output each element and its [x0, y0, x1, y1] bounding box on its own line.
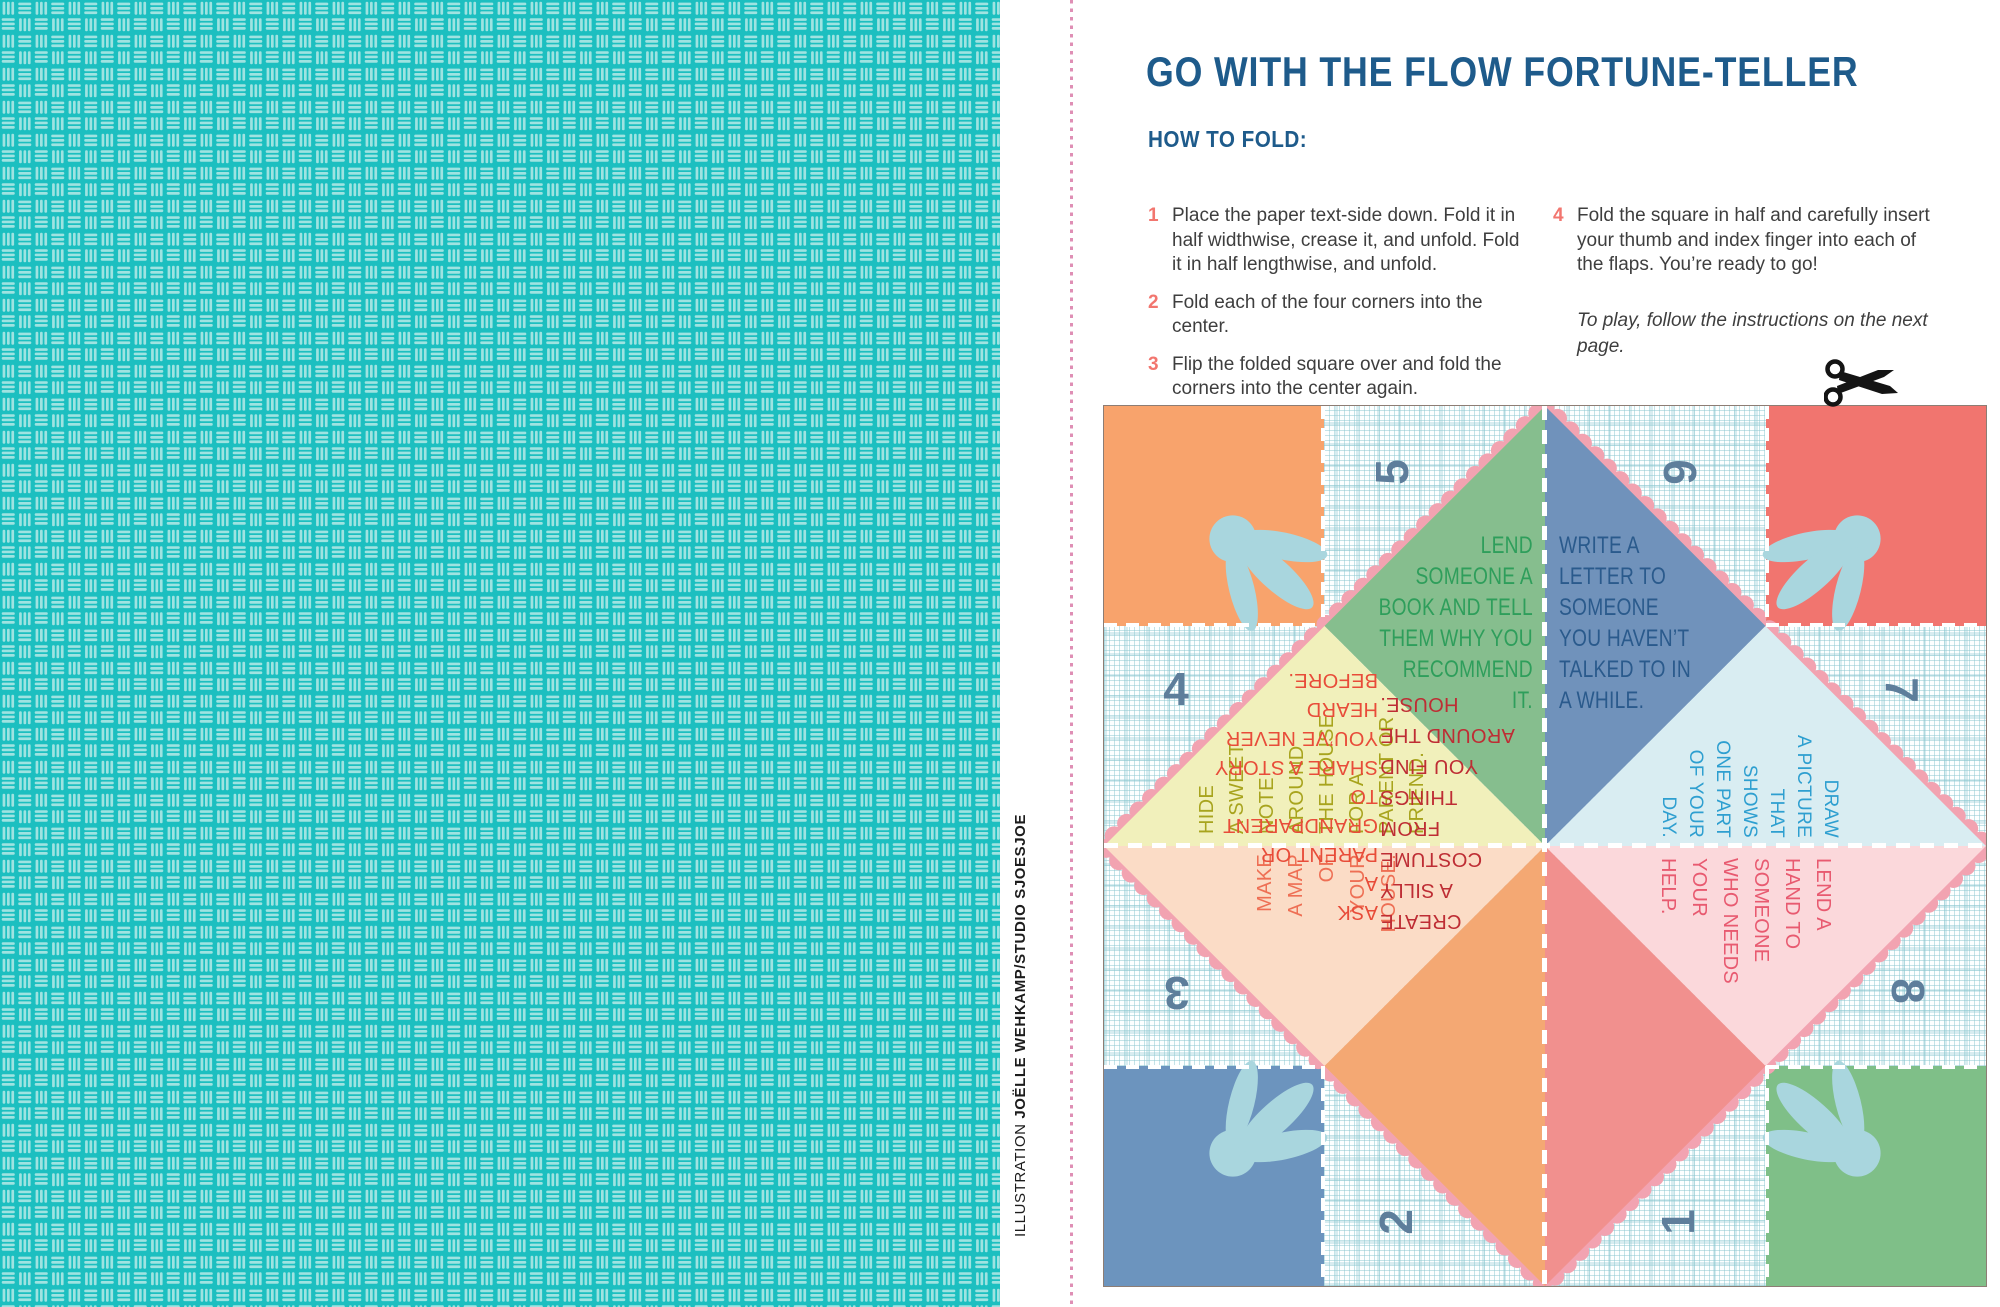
fortune-teller-graphic: [1104, 406, 1986, 1286]
flap-number-8: 8: [1882, 978, 1934, 1004]
fold-dash: [1104, 1065, 1324, 1069]
scissors-icon: [1824, 359, 1898, 407]
step-text: Place the paper text-side down. Fold it …: [1172, 205, 1520, 275]
fold-step-2: 2 Fold each of the four corners into the…: [1148, 291, 1520, 340]
flap-number-7: 7: [1876, 677, 1928, 703]
flap-text-write-letter: WRITE A LETTER TO SOMEONE YOU HAVEN’T TA…: [1559, 532, 1691, 714]
step-text: Fold the square in half and carefully in…: [1577, 205, 1930, 275]
flap-green: [1324, 406, 1545, 846]
step-number: 4: [1553, 205, 1564, 226]
fold-step-3: 3 Flip the folded square over and fold t…: [1148, 353, 1520, 402]
flap-peach: [1104, 846, 1545, 1066]
fold-step-1: 1 Place the paper text-side down. Fold i…: [1148, 204, 1520, 278]
page-cut-line: [1070, 0, 1073, 1307]
illustration-credit: ILLUSTRATION JOËLLE WEHKAMP/STUDIO SJOES…: [998, 790, 1044, 1260]
step-number: 3: [1148, 353, 1159, 375]
flap-orange: [1324, 846, 1545, 1286]
flap-text-ask-story: ASK A PARENT OR GRANDPARENT TO SHARE A S…: [1214, 668, 1378, 923]
step-text: Flip the folded square over and fold the…: [1172, 353, 1502, 400]
flap-pink: [1545, 846, 1986, 1066]
fold-dash: [1765, 1066, 1769, 1286]
flap-number-2: 2: [1370, 1209, 1422, 1235]
flap-number-4: 4: [1163, 663, 1189, 715]
fold-dash: [1766, 1065, 1986, 1069]
step-text: Fold each of the four corners into the c…: [1172, 291, 1483, 338]
instructions-column-2: 4 Fold the square in half and carefully …: [1553, 130, 1935, 360]
fortune-teller-template: LEND SOMEONE A BOOK AND TELL THEM WHY YO…: [1103, 405, 1987, 1287]
instructions-column-1: 1 Place the paper text-side down. Fold i…: [1148, 130, 1520, 415]
flap-lightblue: [1545, 626, 1986, 846]
step-number: 1: [1148, 205, 1159, 226]
fold-dash: [1321, 1066, 1325, 1286]
fold-dash: [1766, 623, 1986, 627]
flap-blue: [1545, 406, 1766, 846]
fold-dash: [1321, 406, 1325, 626]
left-page-pattern: [0, 0, 1000, 1307]
step-number: 2: [1148, 291, 1159, 313]
page-title: GO WITH THE FLOW FORTUNE-TELLER: [1146, 48, 1859, 95]
flap-number-6: 6: [1654, 459, 1706, 485]
center-fold-horizontal: [1104, 843, 1986, 848]
flap-number-5: 5: [1366, 459, 1418, 485]
flap-yellow: [1104, 626, 1545, 846]
flap-salmon: [1545, 846, 1766, 1286]
fold-dash: [1765, 406, 1769, 626]
flap-text-draw-picture: DRAW A PICTURE THAT SHOWS ONE PART OF YO…: [1658, 735, 1841, 838]
flap-number-3: 3: [1164, 967, 1190, 1019]
fold-dash: [1104, 623, 1324, 627]
flap-number-1: 1: [1652, 1209, 1704, 1235]
fold-step-4: 4 Fold the square in half and carefully …: [1553, 204, 1935, 278]
credit-name: JOËLLE WEHKAMP/STUDIO SJOESJOE: [1012, 813, 1030, 1119]
flap-text-lend-book: LEND SOMEONE A BOOK AND TELL THEM WHY YO…: [1378, 532, 1533, 714]
flap-text-silly-costume: CREATE A SILLY COSTUME FROM THINGS YOU F…: [1380, 693, 1515, 932]
credit-label: ILLUSTRATION: [1012, 1122, 1030, 1237]
how-to-fold-heading: HOW TO FOLD:: [1148, 126, 1308, 152]
play-note: To play, follow the instructions on the …: [1577, 309, 1928, 357]
